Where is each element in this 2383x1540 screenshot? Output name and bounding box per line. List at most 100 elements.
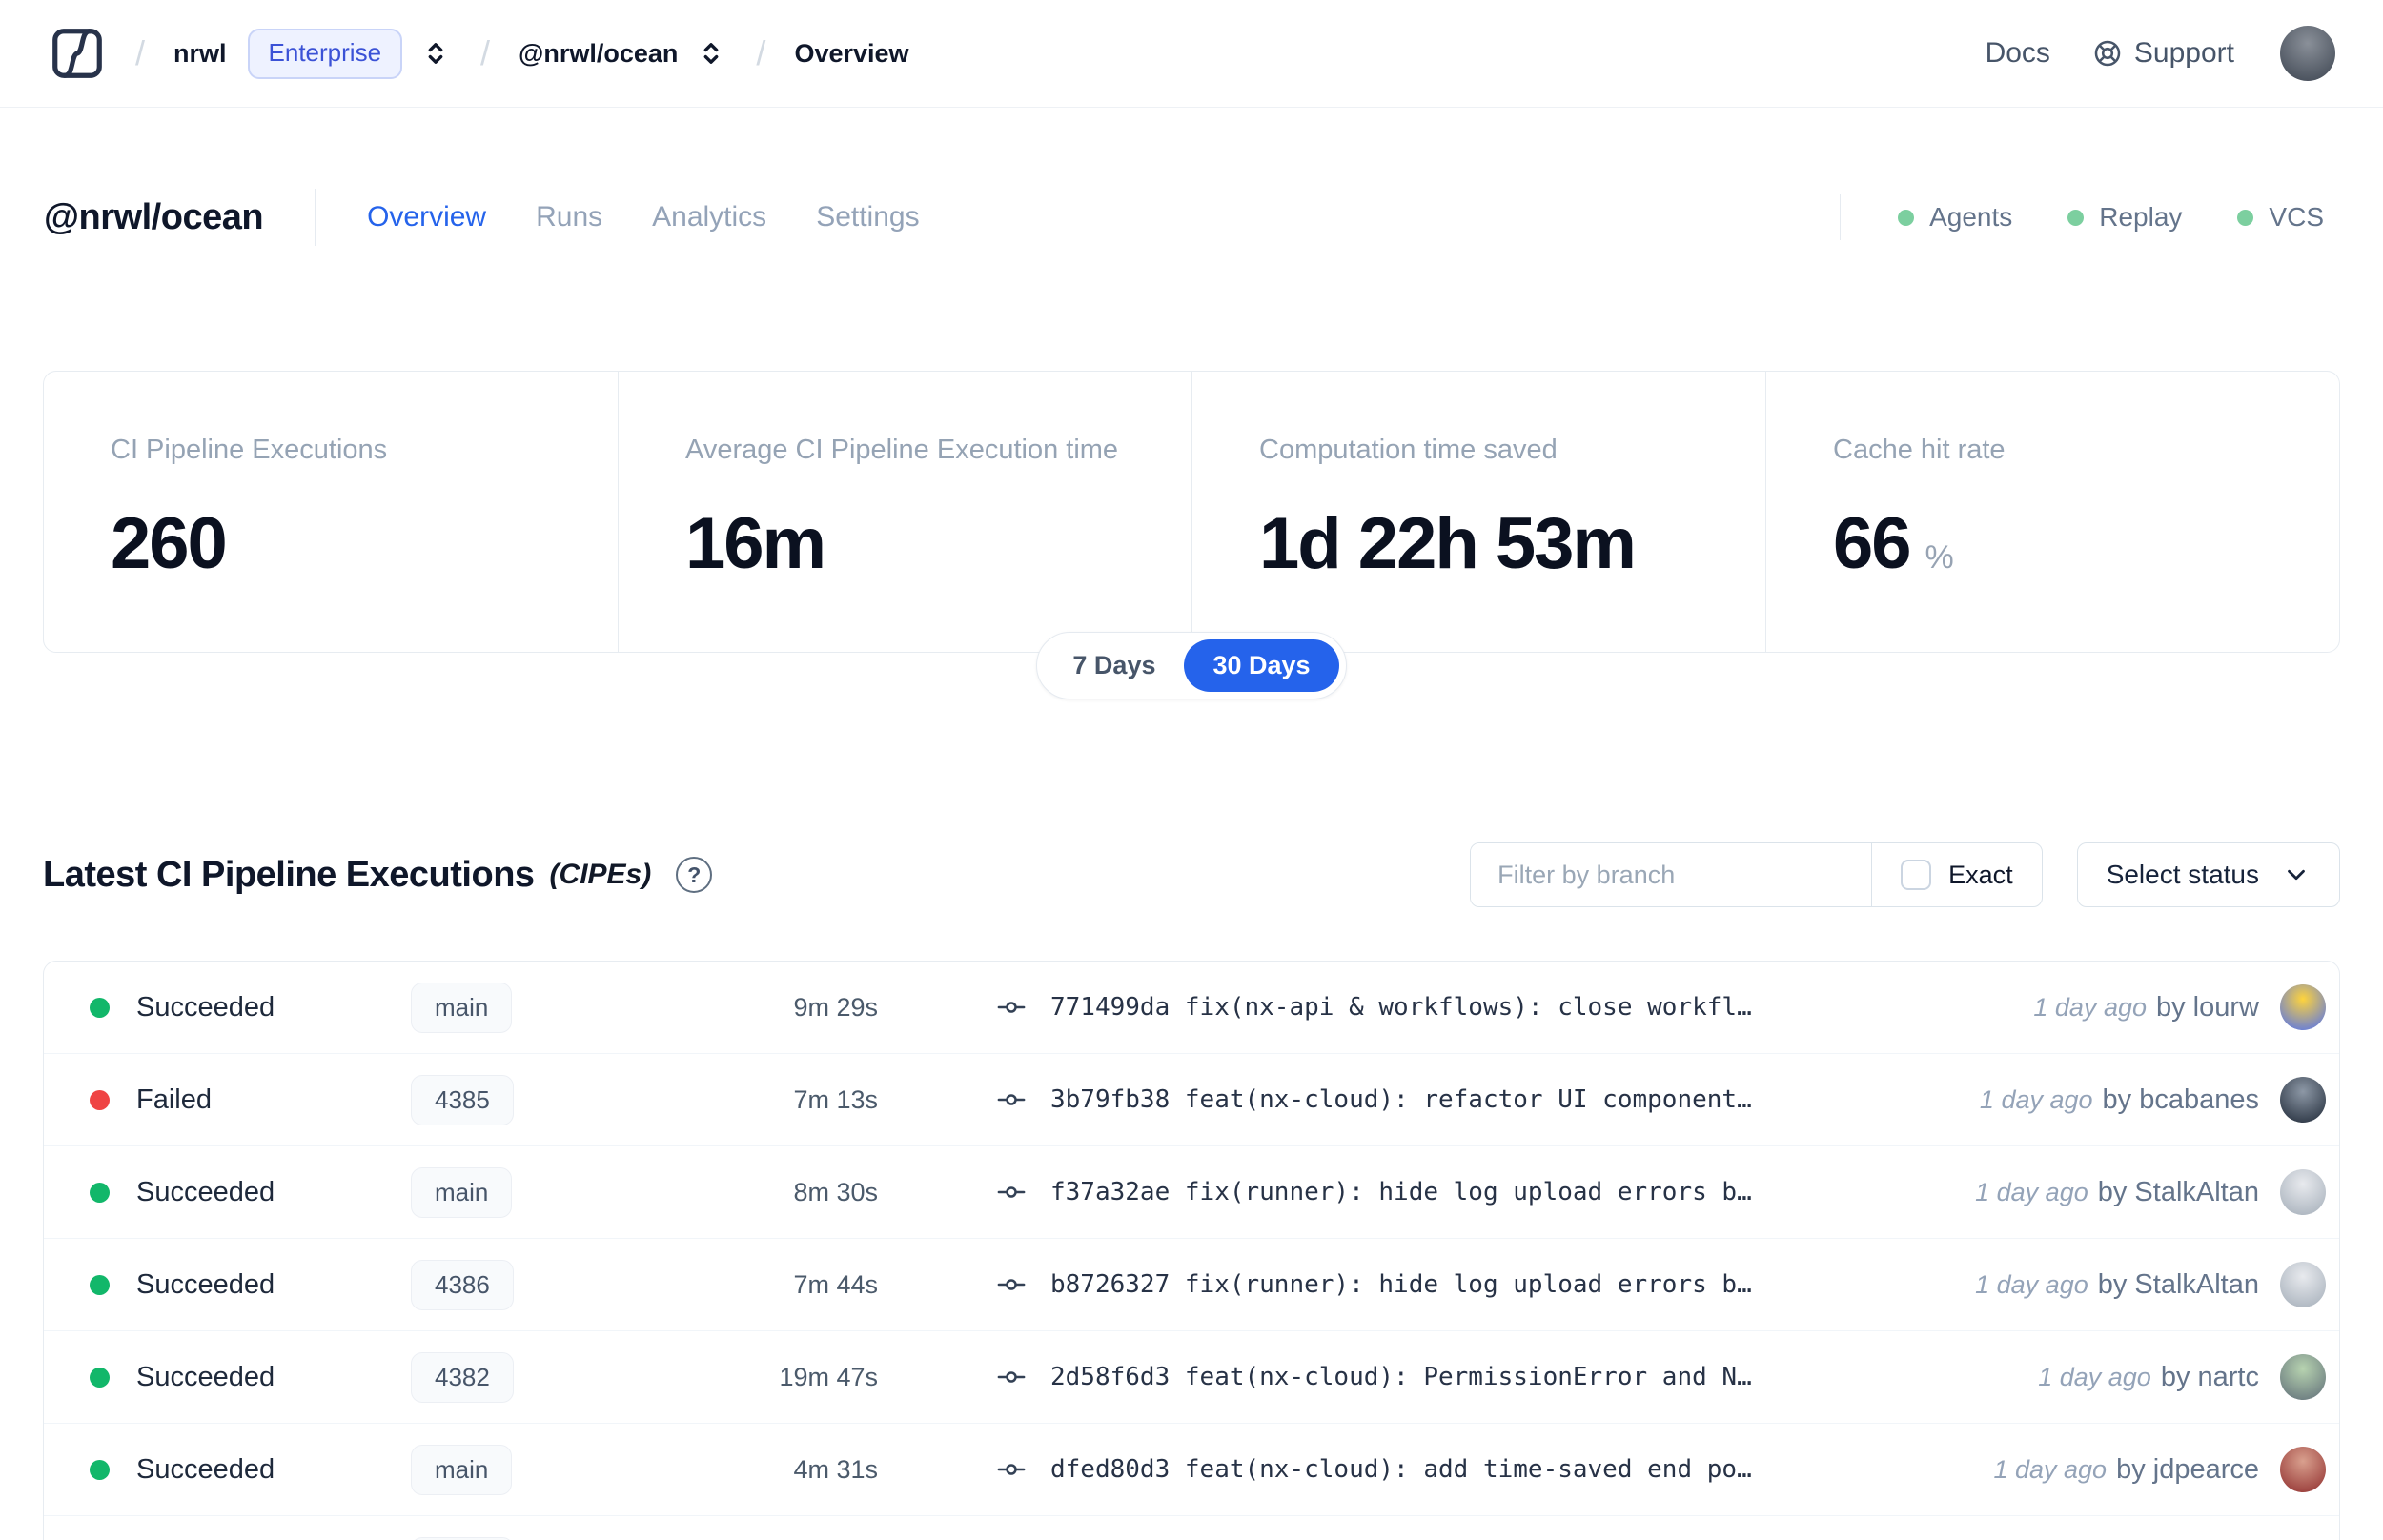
commit-cell: f37a32ae fix(runner): hide log upload er… — [997, 1178, 1975, 1206]
workspace-switcher-unfold-icon[interactable] — [695, 37, 727, 70]
commit-text[interactable]: f37a32ae fix(runner): hide log upload er… — [1050, 1178, 1752, 1206]
commit-hash: 3b79fb38 — [1050, 1085, 1171, 1114]
avatar[interactable] — [2280, 1169, 2326, 1215]
workspace-tabs: Overview Runs Analytics Settings — [367, 201, 920, 233]
table-row[interactable]: Succeeded 4381 17m 55s 0918b0be remove u… — [44, 1516, 2339, 1540]
table-row[interactable]: Succeeded 4382 19m 47s 2d58f6d3 feat(nx-… — [44, 1331, 2339, 1424]
branch-badge[interactable]: main — [411, 1444, 513, 1495]
exact-checkbox[interactable] — [1901, 860, 1932, 890]
status-cell: Succeeded — [44, 992, 411, 1023]
branch-badge[interactable]: 4386 — [411, 1259, 514, 1310]
avatar[interactable] — [2280, 1447, 2326, 1492]
nx-cloud-logo-icon[interactable] — [48, 24, 107, 83]
meta-cell: 1 day ago by StalkAltan — [1975, 1262, 2339, 1307]
duration-label: 7m 44s — [793, 1269, 878, 1299]
status-dot-icon — [90, 1459, 110, 1480]
tab-overview[interactable]: Overview — [367, 201, 487, 233]
branch-cell: 4386 — [411, 1259, 725, 1310]
commit-text[interactable]: 771499da fix(nx-api & workflows): close … — [1050, 993, 1752, 1022]
indicator-label: Replay — [2099, 202, 2183, 232]
author-label: by nartc — [2160, 1361, 2259, 1392]
breadcrumb-page: Overview — [794, 38, 909, 68]
branch-cell: 4382 — [411, 1351, 725, 1403]
status-dot-icon — [90, 1274, 110, 1295]
avatar[interactable] — [2280, 1354, 2326, 1400]
tab-settings[interactable]: Settings — [816, 201, 920, 233]
branch-cell: main — [411, 1166, 725, 1218]
time-ago: 1 day ago — [2033, 992, 2147, 1022]
commit-text[interactable]: dfed80d3 feat(nx-cloud): add time-saved … — [1050, 1455, 1752, 1484]
green-dot-icon — [2237, 209, 2254, 226]
git-commit-icon — [997, 1270, 1026, 1299]
avatar[interactable] — [2280, 1262, 2326, 1307]
indicator-vcs[interactable]: VCS — [2237, 202, 2324, 233]
commit-cell: dfed80d3 feat(nx-cloud): add time-saved … — [997, 1455, 1993, 1484]
indicator-replay[interactable]: Replay — [2067, 202, 2182, 233]
status-cell: Succeeded — [44, 1269, 411, 1301]
branch-filter-input[interactable] — [1471, 843, 1872, 906]
stat-card-executions: CI Pipeline Executions 260 — [44, 372, 618, 652]
status-cell: Succeeded — [44, 1454, 411, 1486]
table-row[interactable]: Succeeded main 8m 30s f37a32ae fix(runne… — [44, 1146, 2339, 1239]
toggle-7-days[interactable]: 7 Days — [1044, 639, 1184, 692]
avatar[interactable] — [2280, 984, 2326, 1030]
stat-label: Average CI Pipeline Execution time — [685, 435, 1119, 465]
stat-card-time-saved: Computation time saved 1d 22h 53m — [1192, 372, 1765, 652]
duration-label: 7m 13s — [793, 1084, 878, 1114]
author-label: by jdpearce — [2116, 1453, 2259, 1485]
cipes-section-header: Latest CI Pipeline Executions (CIPEs) ? … — [0, 842, 2383, 907]
stat-card-avg-time: Average CI Pipeline Execution time 16m — [618, 372, 1192, 652]
table-row[interactable]: Failed 4385 7m 13s 3b79fb38 feat(nx-clou… — [44, 1054, 2339, 1146]
user-avatar[interactable] — [2280, 26, 2335, 81]
branch-badge[interactable]: 4385 — [411, 1074, 514, 1125]
support-link[interactable]: Support — [2092, 37, 2234, 70]
stats-panel: CI Pipeline Executions 260 Average CI Pi… — [43, 371, 2340, 653]
branch-badge[interactable]: 4382 — [411, 1351, 514, 1403]
tab-runs[interactable]: Runs — [536, 201, 603, 233]
avatar[interactable] — [2280, 1077, 2326, 1123]
commit-message: feat(nx-cloud): PermissionError and N… — [1184, 1363, 1752, 1391]
breadcrumb-workspace[interactable]: @nrwl/ocean — [519, 38, 679, 68]
meta-cell: 1 day ago by bcabanes — [1980, 1077, 2339, 1123]
cipes-title-suffix: (CIPEs) — [549, 859, 652, 890]
status-select-dropdown[interactable]: Select status — [2076, 842, 2340, 907]
breadcrumb-org[interactable]: nrwl — [173, 38, 227, 68]
toggle-30-days[interactable]: 30 Days — [1184, 639, 1339, 692]
git-commit-icon — [997, 1085, 1026, 1114]
docs-link[interactable]: Docs — [1985, 37, 2050, 69]
branch-badge[interactable]: main — [411, 982, 513, 1033]
commit-hash: f37a32ae — [1050, 1178, 1171, 1206]
table-row[interactable]: Succeeded main 9m 29s 771499da fix(nx-ap… — [44, 962, 2339, 1054]
help-icon[interactable]: ? — [676, 857, 713, 893]
status-label: Succeeded — [136, 1361, 275, 1392]
time-ago: 1 day ago — [1975, 1177, 2088, 1206]
stat-card-cache-hit: Cache hit rate 66 % — [1765, 372, 2339, 652]
commit-cell: 2d58f6d3 feat(nx-cloud): PermissionError… — [997, 1363, 2038, 1391]
table-row[interactable]: Succeeded 4386 7m 44s b8726327 fix(runne… — [44, 1239, 2339, 1331]
branch-cell: 4381 — [411, 1537, 725, 1540]
status-dot-icon — [90, 1182, 110, 1203]
branch-badge[interactable]: main — [411, 1166, 513, 1218]
support-label: Support — [2133, 37, 2234, 69]
commit-text[interactable]: 3b79fb38 feat(nx-cloud): refactor UI com… — [1050, 1085, 1752, 1114]
duration-label: 8m 30s — [793, 1177, 878, 1206]
time-ago: 1 day ago — [1975, 1269, 2088, 1299]
commit-cell: b8726327 fix(runner): hide log upload er… — [997, 1270, 1975, 1299]
indicator-label: VCS — [2269, 202, 2324, 232]
author-label: by StalkAltan — [2097, 1268, 2259, 1300]
table-row[interactable]: Succeeded main 4m 31s dfed80d3 feat(nx-c… — [44, 1424, 2339, 1516]
commit-cell: 771499da fix(nx-api & workflows): close … — [997, 993, 2033, 1022]
commit-text[interactable]: b8726327 fix(runner): hide log upload er… — [1050, 1270, 1752, 1299]
tab-analytics[interactable]: Analytics — [652, 201, 767, 233]
percent-suffix: % — [1925, 539, 1954, 576]
indicator-agents[interactable]: Agents — [1898, 202, 2012, 233]
org-switcher-unfold-icon[interactable] — [419, 37, 452, 70]
branch-cell: 4385 — [411, 1074, 725, 1125]
workspace-title: @nrwl/ocean — [44, 196, 264, 237]
git-commit-icon — [997, 1455, 1026, 1484]
author-label: by lourw — [2156, 991, 2259, 1023]
status-select-label: Select status — [2106, 860, 2259, 889]
commit-text[interactable]: 2d58f6d3 feat(nx-cloud): PermissionError… — [1050, 1363, 1752, 1391]
status-cell: Succeeded — [44, 1362, 411, 1393]
status-cell: Succeeded — [44, 1177, 411, 1208]
